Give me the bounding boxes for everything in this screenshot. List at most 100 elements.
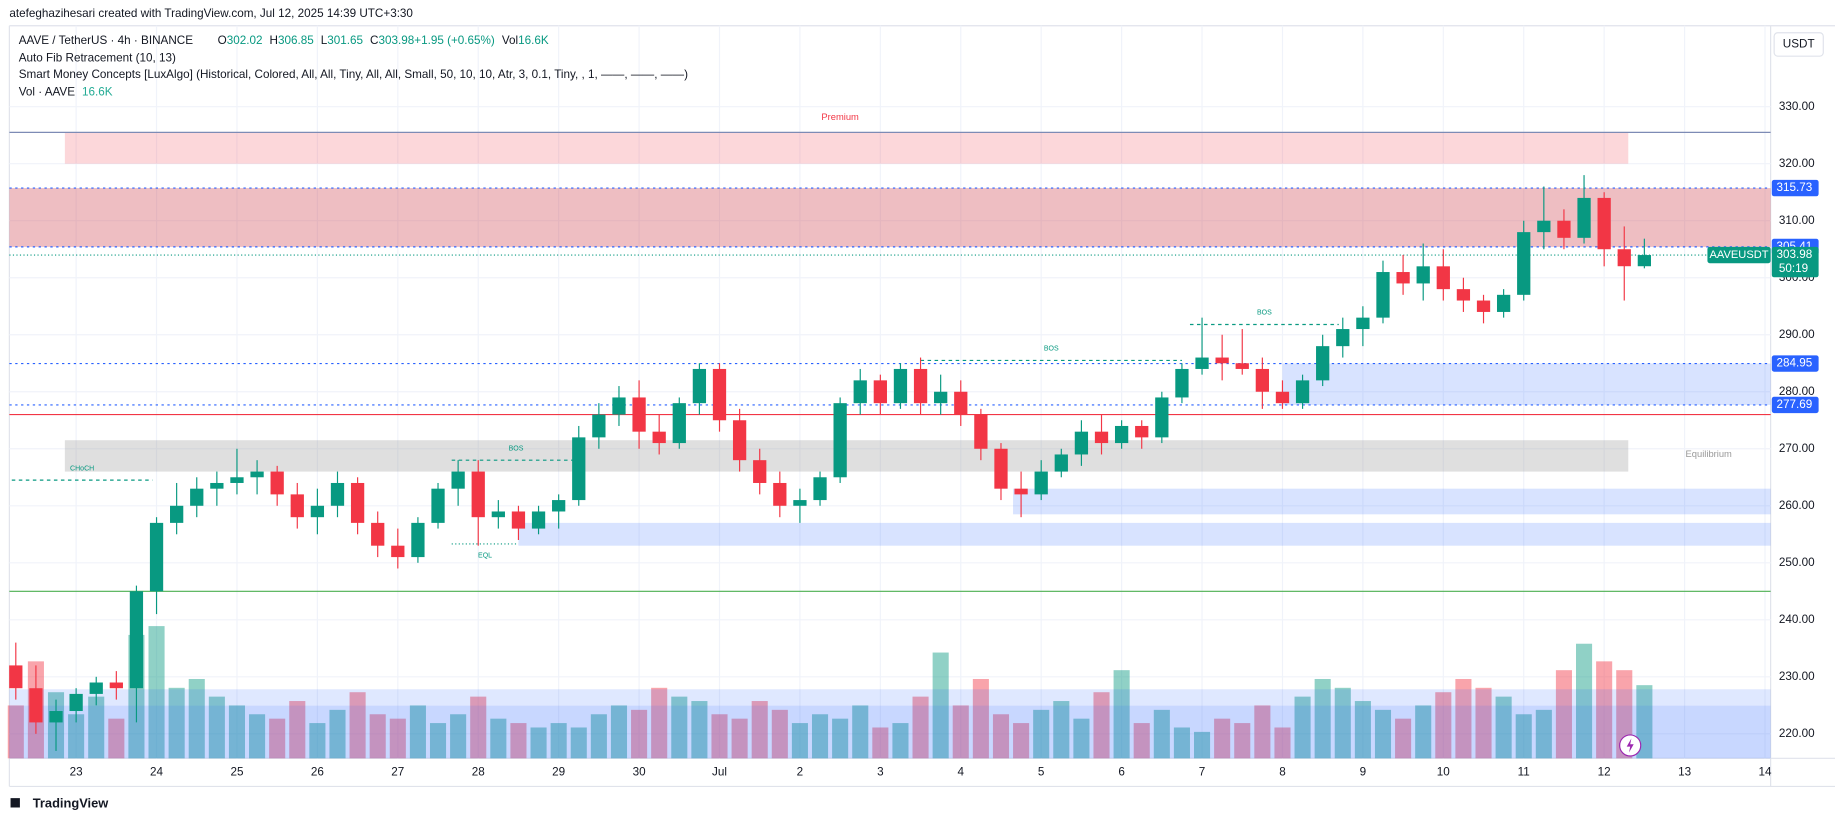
candle-body <box>853 380 867 404</box>
candle-body <box>974 414 988 449</box>
y-tick-label: 260.00 <box>1779 499 1815 512</box>
structure-label: BOS <box>1044 346 1059 353</box>
candle-body <box>1356 317 1370 330</box>
volume-bar <box>771 709 788 759</box>
volume-name: Vol · AAVE <box>19 86 76 99</box>
volume-bar <box>1596 661 1613 759</box>
y-tick-label: 230.00 <box>1779 670 1815 683</box>
structure-label: BOS <box>509 445 524 452</box>
last-price-bg <box>1771 246 1819 278</box>
x-tick-label: 4 <box>958 765 965 778</box>
volume-bar <box>450 714 467 759</box>
candle-body <box>371 522 385 546</box>
x-tick-label: 14 <box>1758 765 1772 778</box>
volume-bar <box>1294 696 1311 759</box>
volume-bar <box>1274 727 1291 759</box>
candle-body <box>1577 197 1591 238</box>
candle-body <box>190 488 204 506</box>
volume-bar <box>791 723 808 759</box>
quote-value: 301.65 <box>327 34 363 47</box>
volume-name: Vol · AAVE 16.6K <box>19 86 113 99</box>
y-tick-label: 250.00 <box>1779 556 1815 569</box>
y-tick-label: 310.00 <box>1779 214 1815 227</box>
candle-body <box>1517 232 1531 295</box>
quote-key: H <box>270 34 278 47</box>
quote: O302.02 H306.85 L301.65 C303.98+1.95 (+0.65… <box>218 34 549 47</box>
volume-bar <box>1374 709 1392 759</box>
candle-body <box>1336 329 1350 347</box>
candle-body <box>1255 368 1269 392</box>
symbol: AAVE / TetherUS · 4h · BINANCE <box>19 34 193 47</box>
volume-bar <box>1193 731 1211 759</box>
quote-value: 306.85 <box>278 34 314 47</box>
volume-bar <box>108 718 125 759</box>
logo-mark <box>10 798 20 808</box>
x-tick-label: 27 <box>391 765 404 778</box>
candle-body <box>753 460 767 483</box>
candle-body <box>732 420 747 461</box>
currency[interactable]: USDT <box>1783 38 1815 51</box>
volume-bar <box>389 718 406 759</box>
candle-body <box>1456 289 1471 301</box>
candle-body <box>833 403 847 478</box>
volume-bar <box>1515 714 1532 759</box>
volume-bar <box>1475 687 1492 759</box>
indicator: Auto Fib Retracement (10, 13) <box>19 52 176 65</box>
x-tick-label: 9 <box>1360 765 1367 778</box>
quote-value: 302.02 <box>227 34 263 47</box>
candle-body <box>69 693 83 712</box>
volume-bar <box>1013 723 1030 759</box>
candle-body <box>1557 220 1571 238</box>
candle-body <box>793 500 807 506</box>
y-tick-label: 290.00 <box>1779 328 1815 341</box>
volume-bar <box>289 701 306 759</box>
volume-bar <box>429 723 447 759</box>
volume-bar <box>1415 705 1432 759</box>
candle-body <box>1175 368 1189 398</box>
volume-bar <box>1395 718 1412 759</box>
candle-body <box>109 682 123 689</box>
currency-button[interactable] <box>1773 32 1824 57</box>
quote-key: O <box>218 34 227 47</box>
zone <box>518 522 1771 546</box>
candle-body <box>511 511 526 529</box>
volume-bar <box>711 714 728 759</box>
x-tick-label: 5 <box>1038 765 1045 778</box>
volume-bar <box>1214 718 1231 759</box>
volume-bar <box>148 626 165 759</box>
candle-body <box>672 403 686 444</box>
volume-bar <box>329 709 346 759</box>
candle-body <box>1316 346 1330 381</box>
volume-bar <box>1314 678 1331 759</box>
candle-body <box>913 368 928 404</box>
zone <box>64 132 1629 164</box>
candle-body <box>873 380 887 404</box>
volume-bar <box>852 705 869 759</box>
volume-bar <box>188 678 205 759</box>
alert-icon-bolt <box>1626 738 1634 753</box>
volume-bar <box>168 687 185 759</box>
x-tick-label: Jul <box>712 765 727 778</box>
candle-body <box>1416 266 1430 284</box>
volume-bar <box>691 701 708 759</box>
candle-body <box>129 591 144 689</box>
annotation: Equilibrium <box>1686 449 1732 459</box>
volume-bar <box>1354 701 1371 759</box>
volume-bar <box>1555 670 1572 759</box>
price-label-bg <box>1771 396 1819 414</box>
symbol-label-bg <box>1707 246 1771 264</box>
volume-bar <box>1254 705 1271 759</box>
candle-body <box>210 482 224 489</box>
y-tick-label: 270.00 <box>1779 442 1815 455</box>
volume-bar <box>1073 718 1090 759</box>
plot: CHoCH BOS BOS BOS EQL Premium Equilibrium <box>7 25 1771 759</box>
candle-body <box>712 368 727 421</box>
candle-body <box>592 414 606 438</box>
candle-body <box>49 711 63 723</box>
volume-bar <box>570 727 587 759</box>
candle-body <box>471 471 485 518</box>
candle-body <box>1135 425 1149 438</box>
volume-bar <box>751 701 768 759</box>
candle-body <box>230 477 244 483</box>
